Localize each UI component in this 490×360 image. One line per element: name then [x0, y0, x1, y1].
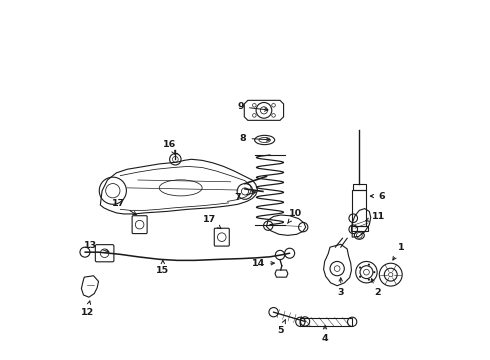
Text: 4: 4 — [322, 326, 328, 343]
Text: 1: 1 — [393, 243, 404, 260]
Text: 16: 16 — [163, 140, 176, 155]
Text: 11: 11 — [366, 212, 386, 221]
Text: 17: 17 — [203, 215, 221, 229]
Text: 13: 13 — [84, 241, 109, 252]
Circle shape — [359, 266, 361, 269]
Text: 10: 10 — [288, 210, 301, 224]
Circle shape — [368, 279, 370, 281]
Text: 9: 9 — [237, 102, 268, 111]
Text: 17: 17 — [112, 199, 136, 215]
Text: 12: 12 — [80, 301, 94, 317]
Circle shape — [373, 271, 375, 273]
Text: 2: 2 — [371, 279, 380, 297]
Text: 3: 3 — [338, 278, 344, 297]
Text: 8: 8 — [240, 134, 270, 143]
Text: 14: 14 — [252, 260, 274, 269]
Circle shape — [368, 264, 370, 266]
Circle shape — [359, 276, 361, 278]
Text: 7: 7 — [235, 192, 256, 202]
Text: 6: 6 — [370, 192, 385, 201]
Text: 15: 15 — [156, 260, 170, 275]
Text: 5: 5 — [277, 320, 285, 334]
